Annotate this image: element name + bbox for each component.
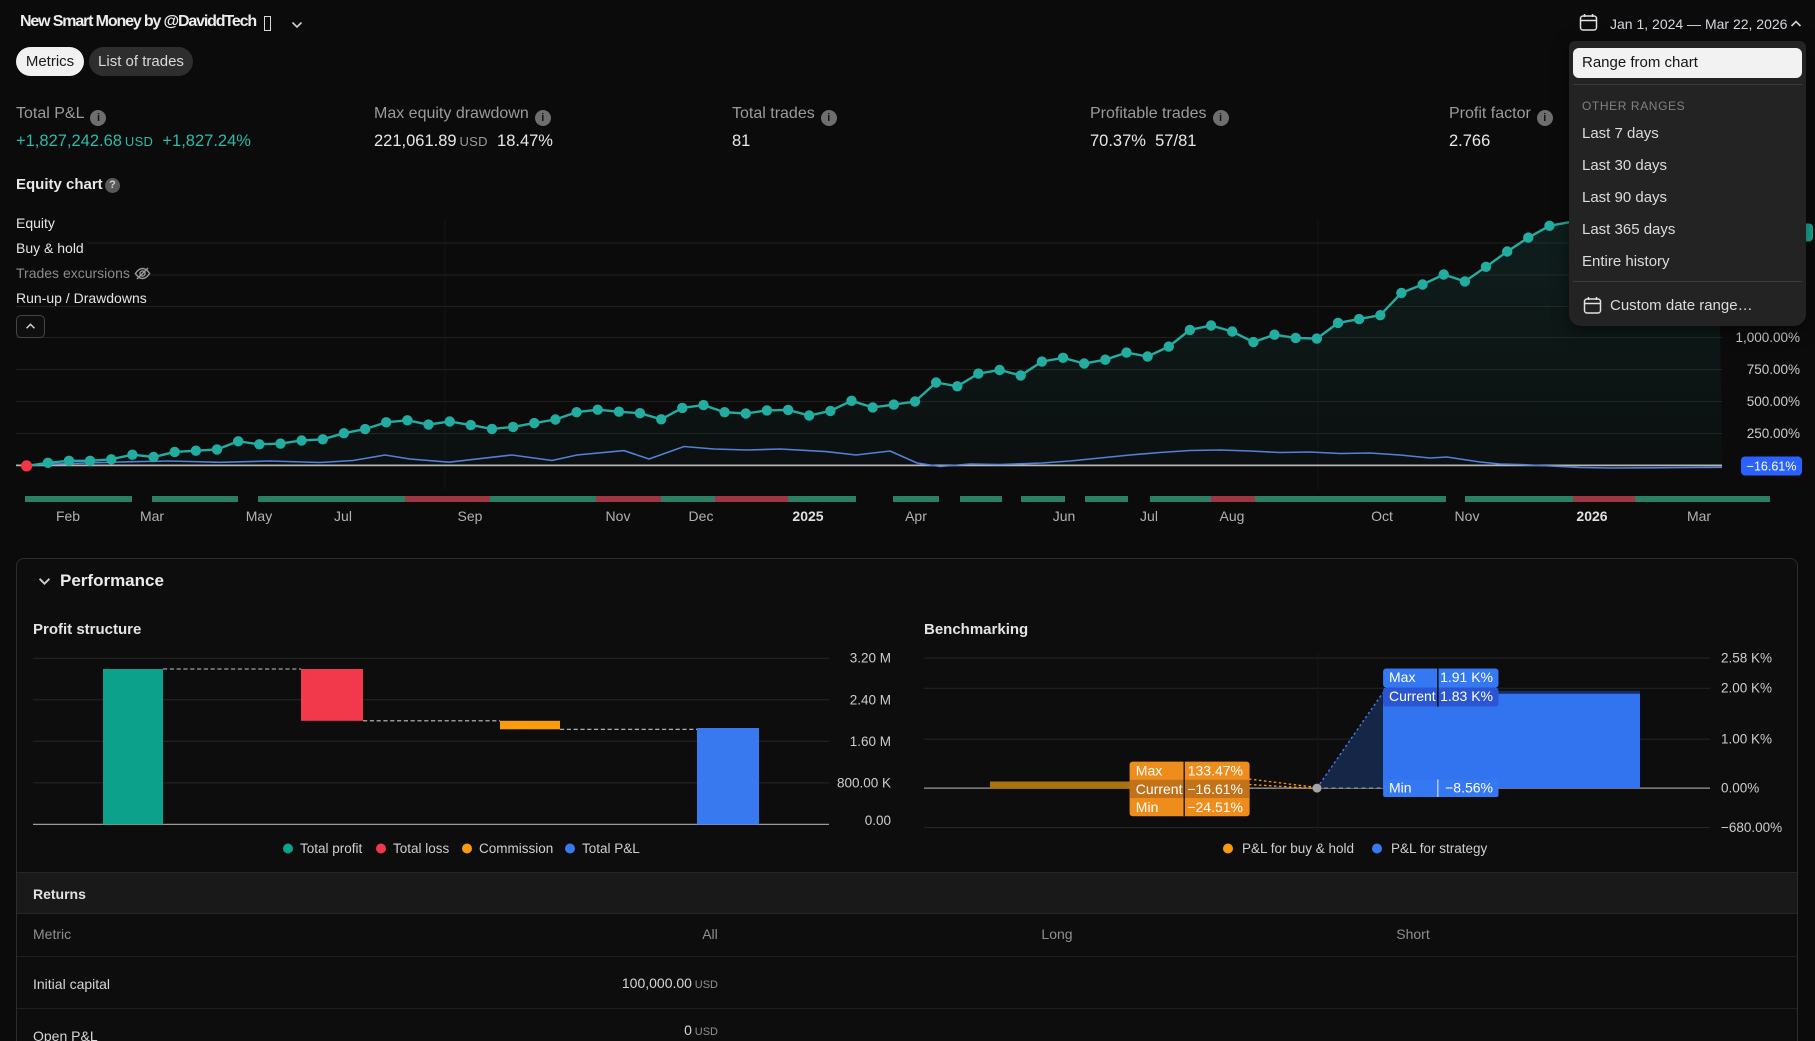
svg-text:Min: Min [1389, 780, 1412, 796]
svg-text:Nov: Nov [1455, 508, 1480, 524]
svg-text:2.40 M: 2.40 M [850, 692, 891, 707]
svg-text:Commission: Commission [479, 841, 553, 856]
svg-text:3.20 M: 3.20 M [850, 651, 891, 666]
svg-text:2026: 2026 [1576, 508, 1607, 524]
svg-text:P&L for strategy: P&L for strategy [1391, 841, 1488, 856]
svg-text:−16.61%: −16.61% [1187, 781, 1243, 797]
svg-text:Feb: Feb [56, 508, 80, 524]
svg-text:0.00: 0.00 [865, 813, 891, 828]
svg-text:750.00%: 750.00% [1747, 362, 1800, 377]
svg-text:−680.00%: −680.00% [1721, 820, 1782, 835]
svg-text:Dec: Dec [689, 508, 714, 524]
svg-text:Aug: Aug [1220, 508, 1245, 524]
svg-text:Mar: Mar [1687, 508, 1711, 524]
svg-text:0.00%: 0.00% [1721, 781, 1759, 796]
svg-text:Total loss: Total loss [393, 841, 450, 856]
svg-text:1.83 K%: 1.83 K% [1440, 688, 1493, 704]
svg-text:Oct: Oct [1371, 508, 1393, 524]
svg-text:800.00 K: 800.00 K [837, 775, 891, 790]
svg-text:−24.51%: −24.51% [1187, 799, 1243, 815]
svg-text:Apr: Apr [905, 508, 927, 524]
svg-text:1.91 K%: 1.91 K% [1440, 669, 1493, 685]
svg-text:2025: 2025 [792, 508, 823, 524]
svg-text:May: May [246, 508, 272, 524]
svg-text:Mar: Mar [140, 508, 164, 524]
svg-text:P&L for buy & hold: P&L for buy & hold [1242, 841, 1354, 856]
svg-text:2.58 K%: 2.58 K% [1721, 651, 1772, 666]
svg-text:−16.61%: −16.61% [1747, 460, 1797, 474]
svg-text:Nov: Nov [606, 508, 631, 524]
svg-text:1,000.00%: 1,000.00% [1735, 330, 1800, 345]
svg-text:1.60 M: 1.60 M [850, 734, 891, 749]
svg-text:Max: Max [1136, 763, 1162, 779]
svg-text:2.00 K%: 2.00 K% [1721, 681, 1772, 696]
svg-text:Jul: Jul [1140, 508, 1158, 524]
svg-text:Total P&L: Total P&L [582, 841, 640, 856]
svg-text:Current: Current [1389, 688, 1436, 704]
svg-text:1.00 K%: 1.00 K% [1721, 732, 1772, 747]
svg-text:500.00%: 500.00% [1747, 394, 1800, 409]
svg-text:Current: Current [1136, 781, 1183, 797]
svg-text:133.47%: 133.47% [1188, 763, 1243, 779]
svg-text:Min: Min [1136, 799, 1159, 815]
svg-text:Jun: Jun [1053, 508, 1076, 524]
svg-text:Sep: Sep [458, 508, 483, 524]
svg-text:Total profit: Total profit [300, 841, 363, 856]
svg-text:250.00%: 250.00% [1747, 426, 1800, 441]
svg-text:Max: Max [1389, 669, 1415, 685]
svg-text:−8.56%: −8.56% [1445, 780, 1493, 796]
svg-text:Jul: Jul [334, 508, 352, 524]
